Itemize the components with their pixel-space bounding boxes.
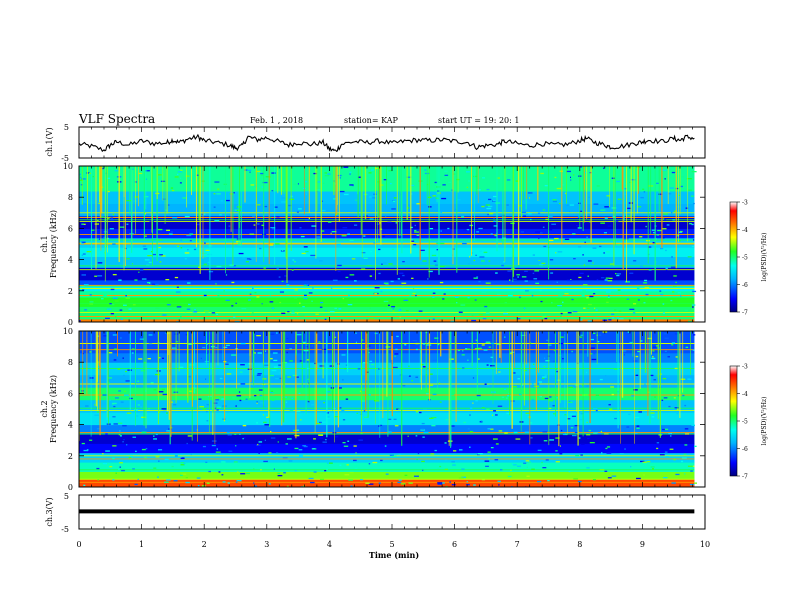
ch2-spec-band-2: [79, 462, 695, 472]
xtick-label-9: 9: [640, 540, 645, 549]
colorbar-ch2-ticks: -3 -4 -5 -6 -7: [737, 364, 748, 481]
ch1-spec-band-5: [79, 279, 695, 286]
ch1-spec-band-4: [79, 284, 695, 292]
cb2-ticks-label-0: -3: [742, 364, 748, 371]
ch1-voltage-panel: 5 -5 ch.1(V): [45, 123, 706, 163]
colorbar-ch1: -3 -4 -5 -6 -7 log(PSD)(V²/Hz): [729, 200, 768, 317]
ch1-ytick-bottom: -5: [61, 154, 69, 163]
ch2-spectrogram: [79, 331, 697, 487]
cb2-ticks-label-1: -4: [742, 391, 748, 398]
ch1-spec-band-7: [79, 256, 695, 268]
ch1-ytick-top: 5: [64, 123, 69, 132]
ch1-spectrogram-panel: 0 2 4 6 8 10 ch.1 Frequency (kHz) -3 -4 -5 -6 -7 …: [40, 162, 768, 327]
xtick-label-3: 3: [264, 540, 269, 549]
ch1-spec-ytick-label-0: 0: [68, 318, 73, 327]
xtick-label-6: 6: [452, 540, 457, 549]
ch2-spec-time-ticks: [78, 331, 706, 487]
xtick-label-5: 5: [389, 540, 394, 549]
ch1-spec-ytick-label-3: 6: [68, 224, 73, 233]
ch2-spec-sferics: [79, 331, 691, 448]
ch1-spec-ytick-label-4: 8: [68, 193, 73, 202]
ch2-spec-band-1: [79, 471, 695, 480]
ch1-spec-ytick-label-1: 2: [68, 287, 73, 296]
ch2-spec-ytick-label-2: 4: [68, 421, 73, 430]
ch2-spectrogram-panel: 0 2 4 6 8 10 ch.2 Frequency (kHz) -3 -4 -5 -6 -7 …: [40, 327, 768, 492]
cb1-ticks-label-4: -7: [742, 310, 748, 317]
ch2-spec-band-4: [79, 443, 695, 454]
ch2-spec-band-8: [79, 399, 695, 413]
cb1-ticks-label-3: -6: [742, 282, 748, 289]
xtick-label-8: 8: [577, 540, 582, 549]
ch2-spec-band-7: [79, 412, 695, 426]
ch3-time-ticks: [78, 495, 706, 529]
ch2-spec-ytick-label-5: 10: [63, 327, 73, 336]
ch1-spec-time-ticks: [78, 166, 706, 322]
colorbar-ch1-label: log(PSD)(V²/Hz): [761, 233, 768, 282]
station-label: station= KAP: [344, 116, 399, 125]
ch1-freq-label: Frequency (kHz): [49, 210, 58, 278]
xtick-label-4: 4: [327, 540, 332, 549]
ch3-ytick-bottom: -5: [61, 525, 69, 534]
date-label: Feb. 1 , 2018: [250, 116, 303, 125]
start-time-label: start UT = 19: 20: 1: [438, 116, 519, 125]
cb2-ticks-label-2: -5: [742, 419, 748, 426]
ch3-ytick-top: 5: [64, 492, 69, 501]
ch1-spectrogram: [79, 166, 697, 322]
cb2-ticks-label-3: -6: [742, 446, 748, 453]
ch2-spec-band-6: [79, 424, 695, 435]
colorbar-ch1-ticks: -3 -4 -5 -6 -7: [737, 200, 748, 317]
ch2-spec-band-3: [79, 452, 695, 463]
ch1-spec-band-0: [79, 318, 695, 322]
colorbar-ch2-label: log(PSD)(V²/Hz): [761, 397, 768, 446]
ch1-spec-sferics: [81, 166, 689, 283]
ch1-time-ticks: [78, 127, 706, 158]
xtick-label-0: 0: [76, 540, 81, 549]
ch2-frequency-ticks: 0 2 4 6 8 10: [63, 327, 705, 492]
xtick-label-2: 2: [202, 540, 207, 549]
ch1-spec-ytick-label-5: 10: [63, 162, 73, 171]
cb1-ticks-label-0: -3: [742, 200, 748, 207]
xtick-label-1: 1: [139, 540, 144, 549]
ch1-spec-label: ch.1: [40, 235, 49, 252]
ch3-ylabel: ch.3(V): [45, 497, 54, 526]
ch1-spec-band-10: [79, 228, 695, 239]
ch1-spec-band-8: [79, 247, 695, 257]
ch1-spec-band-6: [79, 267, 695, 281]
xtick-label-10: 10: [700, 540, 710, 549]
xtick-label-7: 7: [515, 540, 520, 549]
ch2-spec-ytick-label-0: 0: [68, 483, 73, 492]
cb1-ticks-label-2: -5: [742, 255, 748, 262]
ch2-spec-ytick-label-3: 6: [68, 389, 73, 398]
ch2-spec-band-0: [79, 479, 695, 487]
ch2-freq-label: Frequency (kHz): [49, 375, 58, 443]
ch2-spec-label: ch.2: [40, 400, 49, 417]
cb1-ticks-label-1: -4: [742, 227, 748, 234]
ch1-frequency-ticks: 0 2 4 6 8 10: [63, 162, 705, 327]
ch2-spec-ytick-label-4: 8: [68, 358, 73, 367]
ch2-spec-band-5: [79, 434, 695, 444]
colorbar-ch2: -3 -4 -5 -6 -7 log(PSD)(V²/Hz): [729, 364, 768, 481]
x-axis-title: Time (min): [369, 550, 419, 560]
time-axis-labels: 0 1 2 3 4 5 6 7 8 9 10: [76, 540, 710, 549]
ch2-spec-ytick-label-1: 2: [68, 452, 73, 461]
cb2-ticks-label-4: -7: [742, 474, 748, 481]
ch1-spec-ytick-label-2: 4: [68, 256, 73, 265]
ch1-ylabel: ch.1(V): [45, 127, 54, 156]
ch1-voltage-line: [78, 133, 695, 153]
ch1-spec-band-3: [79, 290, 695, 298]
figure-title: VLF Spectra: [78, 112, 155, 126]
ch3-voltage-panel: 5 -5 ch.3(V) 0 1 2 3 4 5 6 7 8 9 10 Time (min): [45, 492, 710, 560]
